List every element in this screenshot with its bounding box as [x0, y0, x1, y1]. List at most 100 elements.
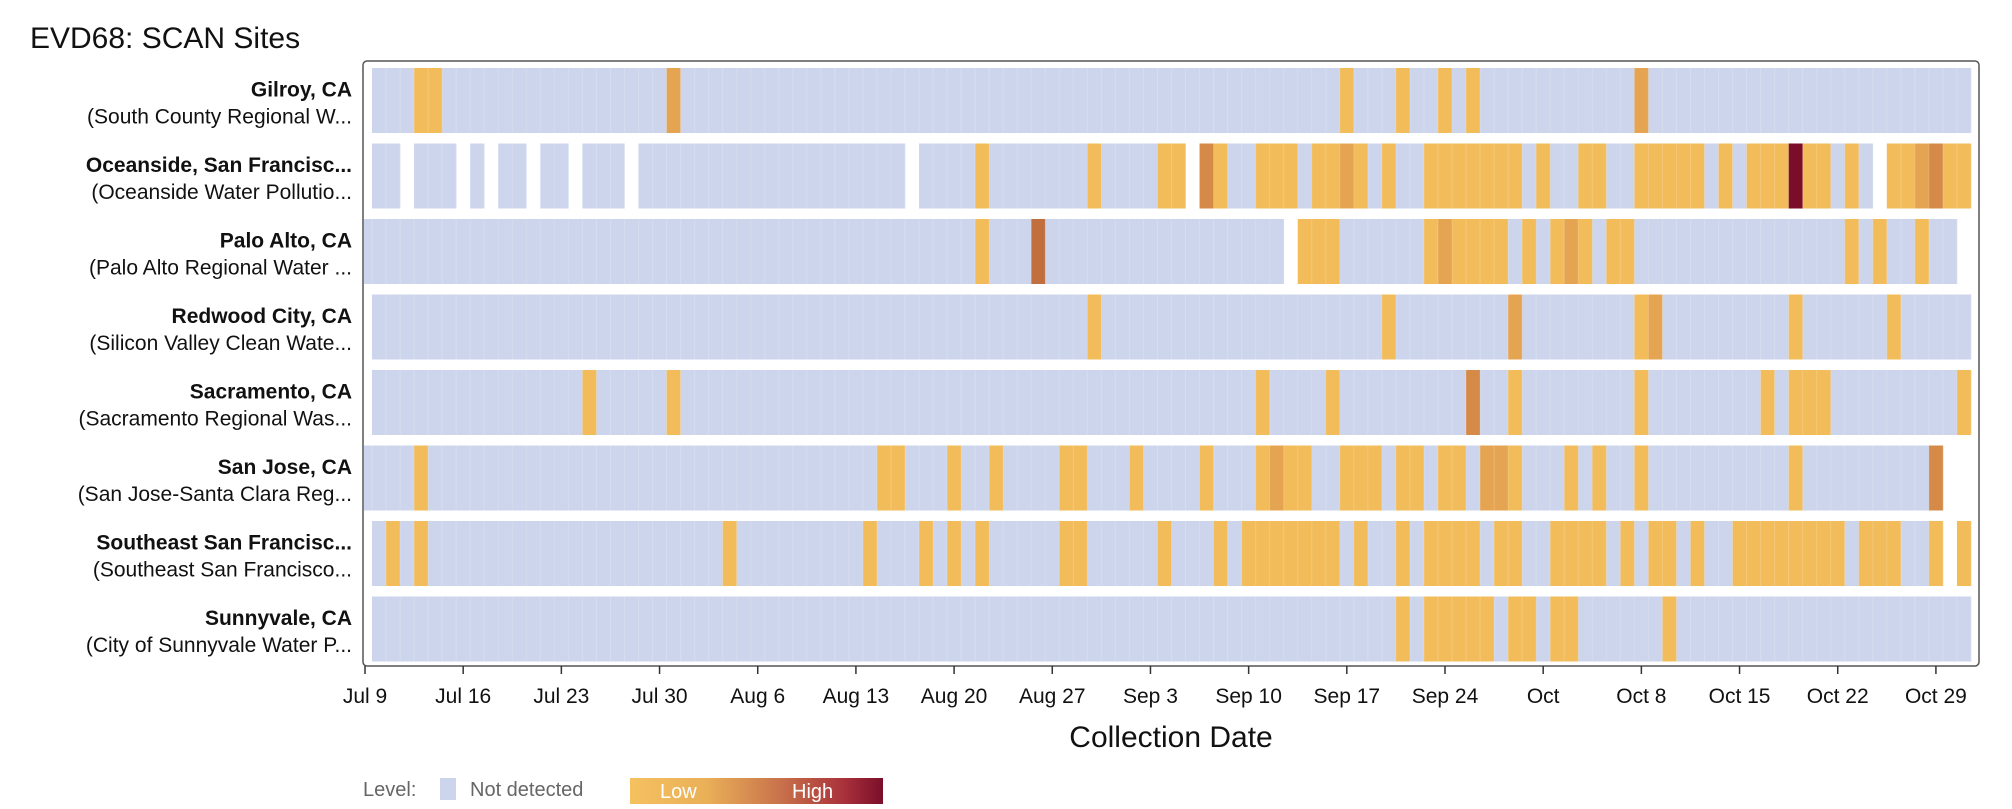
heatmap-cell[interactable] — [820, 445, 836, 511]
heatmap-cell[interactable] — [1423, 68, 1439, 133]
heatmap-cell[interactable] — [1367, 596, 1383, 662]
heatmap-cell[interactable] — [1171, 219, 1186, 284]
heatmap-cell[interactable] — [1297, 143, 1313, 209]
heatmap-cell[interactable] — [596, 294, 611, 360]
heatmap-cell[interactable] — [666, 294, 681, 360]
heatmap-cell[interactable] — [778, 370, 794, 435]
heatmap-cell-detected[interactable] — [1872, 219, 1888, 284]
heatmap-cell[interactable] — [428, 294, 443, 360]
heatmap-cell[interactable] — [498, 445, 513, 511]
heatmap-cell[interactable] — [1143, 143, 1158, 209]
heatmap-cell[interactable] — [1367, 143, 1383, 209]
heatmap-cell-detected[interactable] — [1466, 596, 1481, 662]
heatmap-cell[interactable] — [400, 68, 415, 133]
heatmap-cell[interactable] — [933, 219, 948, 284]
heatmap-cell[interactable] — [582, 445, 597, 511]
heatmap-cell[interactable] — [1143, 521, 1158, 586]
heatmap-cell-detected[interactable] — [1592, 521, 1607, 586]
heatmap-cell[interactable] — [1536, 219, 1551, 284]
heatmap-cell[interactable] — [1227, 68, 1242, 133]
heatmap-cell[interactable] — [750, 219, 766, 284]
heatmap-cell[interactable] — [1325, 596, 1341, 662]
heatmap-cell-detected[interactable] — [1802, 521, 1817, 586]
heatmap-cell[interactable] — [1858, 596, 1874, 662]
heatmap-cell[interactable] — [442, 219, 457, 284]
heatmap-cell[interactable] — [848, 521, 864, 586]
heatmap-cell[interactable] — [792, 445, 808, 511]
heatmap-cell[interactable] — [428, 143, 443, 209]
heatmap-cell[interactable] — [764, 521, 780, 586]
heatmap-cell[interactable] — [1227, 143, 1242, 209]
heatmap-cell-detected[interactable] — [1872, 521, 1888, 586]
heatmap-cell[interactable] — [848, 445, 864, 511]
heatmap-cell[interactable] — [1325, 294, 1341, 360]
heatmap-cell-detected[interactable] — [1494, 219, 1509, 284]
heatmap-cell-detected[interactable] — [1353, 143, 1369, 209]
heatmap-cell[interactable] — [961, 521, 976, 586]
heatmap-cell-detected[interactable] — [975, 219, 990, 284]
heatmap-cell[interactable] — [1185, 294, 1200, 360]
heatmap-cell[interactable] — [1900, 370, 1916, 435]
heatmap-cell[interactable] — [933, 596, 948, 662]
heatmap-cell[interactable] — [372, 445, 387, 511]
heatmap-cell[interactable] — [1830, 294, 1846, 360]
heatmap-cell-detected[interactable] — [1620, 219, 1635, 284]
heatmap-cell[interactable] — [386, 596, 401, 662]
heatmap-cell[interactable] — [989, 521, 1004, 586]
heatmap-cell[interactable] — [1185, 219, 1200, 284]
heatmap-cell[interactable] — [834, 219, 850, 284]
heatmap-cell[interactable] — [1031, 521, 1046, 586]
heatmap-cell[interactable] — [1844, 596, 1860, 662]
heatmap-cell[interactable] — [1886, 68, 1902, 133]
heatmap-cell[interactable] — [1550, 370, 1565, 435]
heatmap-cell[interactable] — [876, 370, 892, 435]
heatmap-cell-detected[interactable] — [1662, 596, 1677, 662]
heatmap-cell-detected[interactable] — [1311, 143, 1327, 209]
heatmap-cell-detected[interactable] — [1634, 294, 1649, 360]
heatmap-cell[interactable] — [778, 219, 794, 284]
heatmap-cell[interactable] — [708, 521, 723, 586]
heatmap-cell[interactable] — [876, 521, 892, 586]
heatmap-cell[interactable] — [1269, 68, 1285, 133]
heatmap-cell-detected[interactable] — [1452, 445, 1467, 511]
heatmap-cell[interactable] — [1311, 445, 1327, 511]
heatmap-cell[interactable] — [1606, 521, 1621, 586]
heatmap-cell[interactable] — [666, 219, 681, 284]
heatmap-cell[interactable] — [1409, 294, 1425, 360]
heatmap-cell[interactable] — [596, 596, 611, 662]
heatmap-cell[interactable] — [1732, 294, 1747, 360]
heatmap-cell[interactable] — [372, 370, 387, 435]
heatmap-cell[interactable] — [610, 68, 625, 133]
heatmap-cell[interactable] — [1213, 68, 1228, 133]
heatmap-cell[interactable] — [1592, 294, 1607, 360]
heatmap-cell[interactable] — [610, 294, 625, 360]
heatmap-cell[interactable] — [1830, 219, 1846, 284]
heatmap-cell[interactable] — [1059, 68, 1074, 133]
heatmap-cell[interactable] — [1157, 370, 1172, 435]
heatmap-cell[interactable] — [1367, 219, 1383, 284]
heatmap-cell-detected[interactable] — [1381, 143, 1397, 209]
heatmap-cell[interactable] — [456, 596, 471, 662]
heatmap-cell[interactable] — [792, 521, 808, 586]
heatmap-cell-detected[interactable] — [1508, 445, 1523, 511]
heatmap-cell[interactable] — [1409, 68, 1425, 133]
heatmap-cell[interactable] — [1115, 596, 1130, 662]
heatmap-cell[interactable] — [1550, 445, 1565, 511]
heatmap-cell[interactable] — [989, 219, 1004, 284]
heatmap-cell[interactable] — [778, 521, 794, 586]
heatmap-cell[interactable] — [1816, 596, 1832, 662]
heatmap-cell[interactable] — [1409, 143, 1425, 209]
heatmap-cell[interactable] — [526, 68, 541, 133]
heatmap-cell[interactable] — [919, 370, 934, 435]
heatmap-cell[interactable] — [1662, 68, 1677, 133]
heatmap-cell[interactable] — [1143, 294, 1158, 360]
heatmap-cell[interactable] — [1578, 68, 1593, 133]
heatmap-cell[interactable] — [1718, 370, 1733, 435]
heatmap-cell[interactable] — [708, 596, 723, 662]
heatmap-cell[interactable] — [890, 143, 906, 209]
heatmap-cell-detected[interactable] — [1255, 370, 1270, 435]
heatmap-cell[interactable] — [1774, 68, 1789, 133]
heatmap-cell[interactable] — [540, 68, 555, 133]
heatmap-cell[interactable] — [1353, 370, 1369, 435]
heatmap-cell-detected[interactable] — [1339, 68, 1355, 133]
